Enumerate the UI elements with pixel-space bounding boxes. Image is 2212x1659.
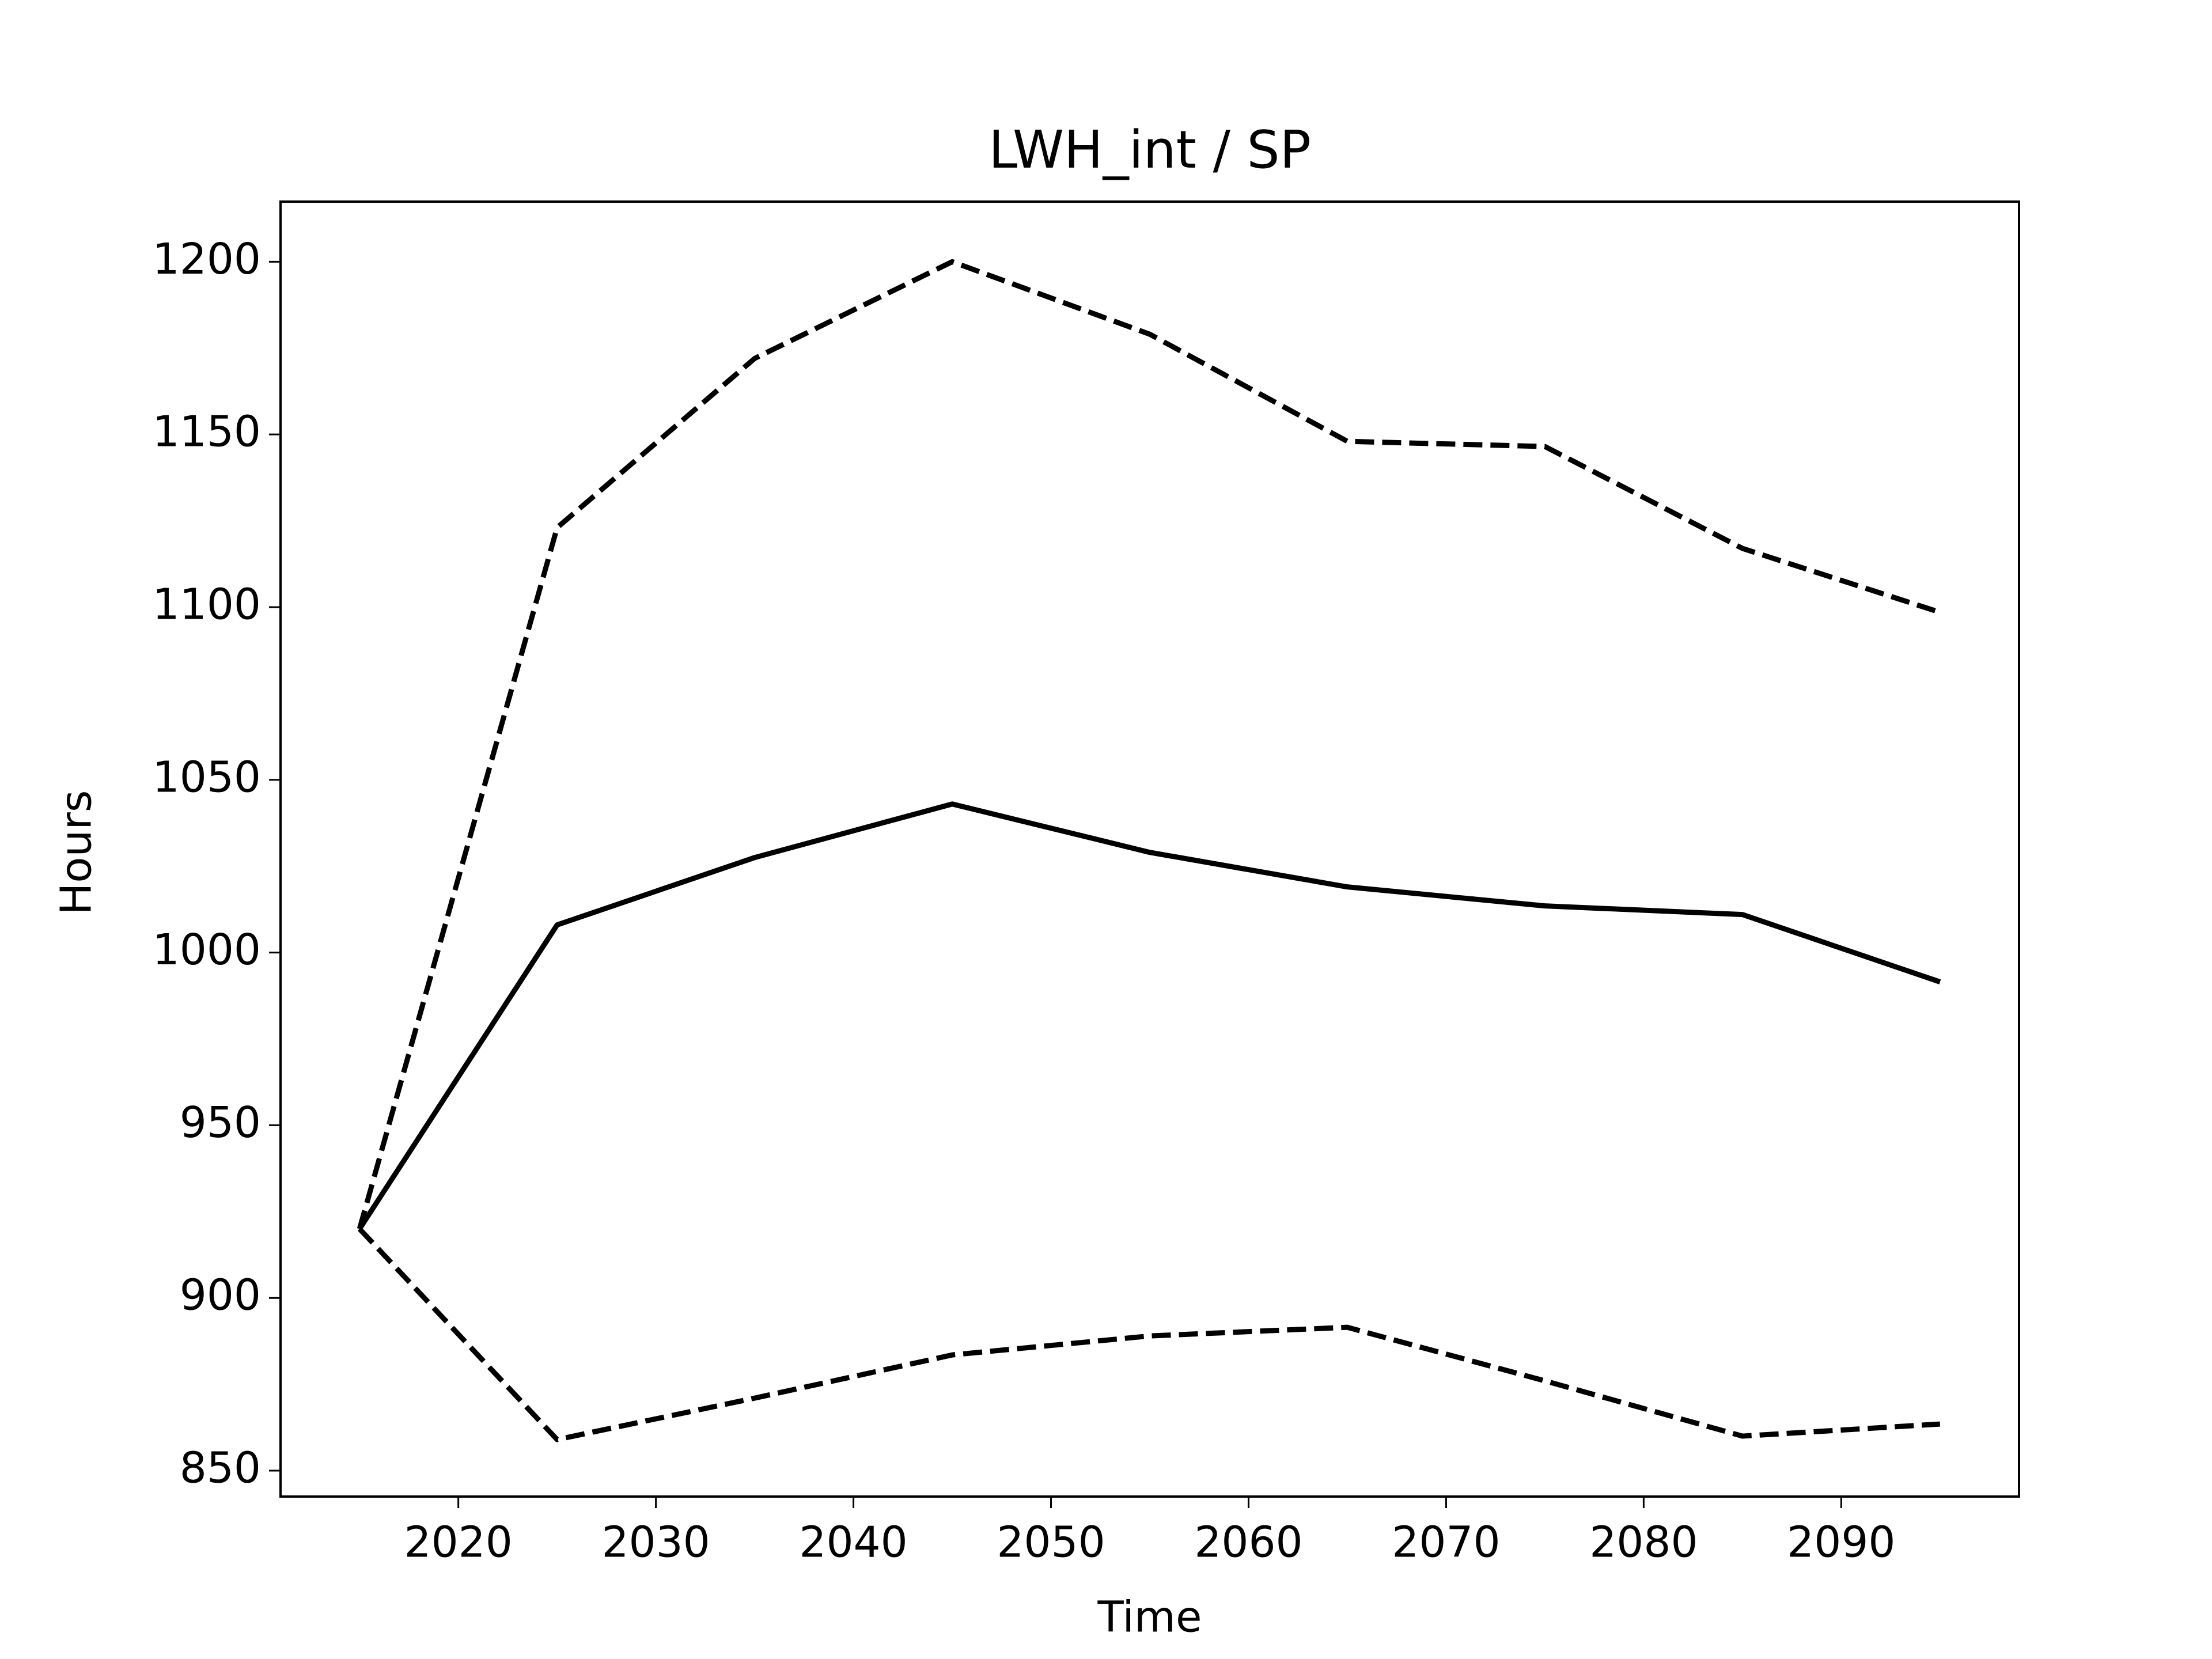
x-tick-label: 2080: [1589, 1518, 1698, 1567]
y-tick-label: 850: [180, 1444, 261, 1493]
x-tick-label: 2020: [404, 1518, 512, 1567]
y-tick-label: 1150: [153, 407, 261, 457]
series-line: [357, 801, 1941, 1230]
x-tick-label: 2050: [997, 1518, 1105, 1567]
series-line: [357, 259, 1941, 1230]
plot-frame: [279, 200, 2020, 1498]
x-tick-label: 2060: [1194, 1518, 1302, 1567]
x-tick-label: 2040: [799, 1518, 907, 1567]
x-axis-label: Time: [1097, 1593, 1202, 1642]
y-tick-label: 950: [180, 1098, 261, 1147]
y-tick-label: 1000: [153, 925, 261, 975]
x-tick-label: 2090: [1787, 1518, 1895, 1567]
chart-title: LWH_int / SP: [988, 120, 1311, 180]
series-line: [357, 1227, 1941, 1442]
y-tick-label: 900: [180, 1271, 261, 1320]
x-tick-label: 2030: [601, 1518, 710, 1567]
y-tick-label: 1100: [153, 579, 261, 629]
y-tick-label: 1200: [153, 234, 261, 284]
y-axis-label: Hours: [52, 790, 101, 915]
y-tick-label: 1050: [153, 752, 261, 802]
x-tick-label: 2070: [1392, 1518, 1500, 1567]
